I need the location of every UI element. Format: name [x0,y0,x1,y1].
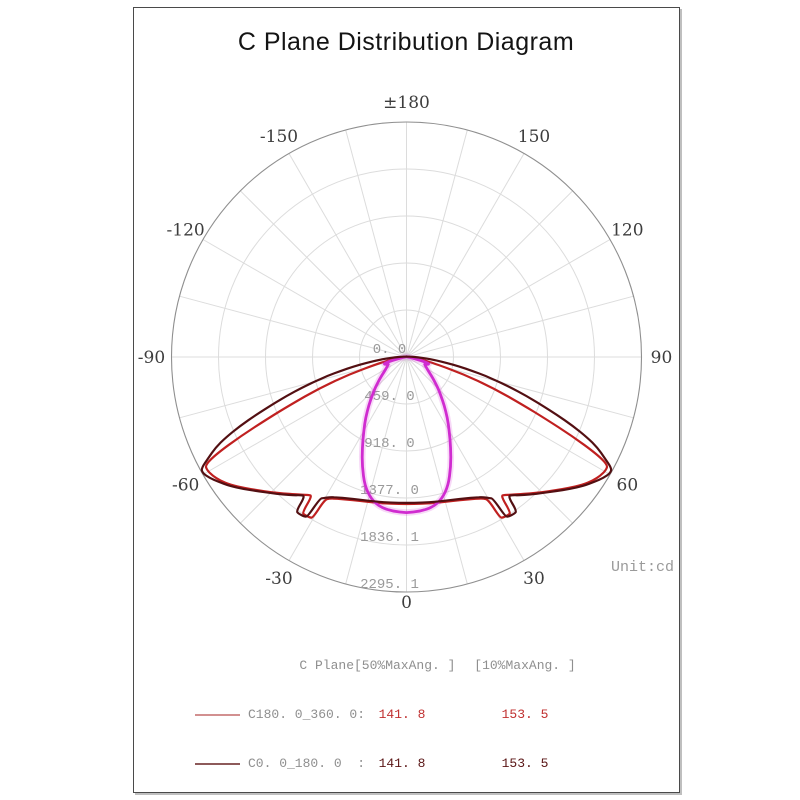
legend-10max-c0-180: 153. 5 [501,756,549,771]
grid-ring [265,215,548,499]
angle-tick-label: 0 [401,593,412,613]
grid-ring [359,309,454,405]
angle-tick-label: -150 [260,127,298,147]
curve-C90.0_270.0 [360,355,453,514]
radial-tick-label: 1377. 0 [360,483,419,499]
radial-tick-label: 1836. 1 [360,530,419,546]
outer-circle [170,121,643,593]
angle-tick-label: 150 [518,127,550,147]
angle-tick-label: -30 [265,569,292,589]
legend-header-row: C Plane [50%MaxAng. ] [10%MaxAng. ] [182,656,600,675]
legend-header-50max: [50%MaxAng. ] [354,658,456,673]
curve-C0.0_180.0 [200,355,613,518]
polar-axis-labels: 0. 0 459. 0 918. 0 1377. 0 1836. 1 2295. 1 ±18… [138,93,673,613]
legend-label-c0-180: C0. 0_180. 0 : [248,756,366,771]
unit-label: Unit:cd [611,559,675,576]
angle-tick-label: 60 [617,476,639,496]
legend-header-10max: [10%MaxAng. ] [474,658,576,673]
angle-tick-label: -60 [172,476,199,496]
angle-tick-label: -120 [167,221,205,241]
legend-row-c180-360: C180. 0_360. 0: 141. 8 153. 5 [182,705,600,724]
radial-tick-label: 0. 0 [373,342,407,358]
legend-swatch-c0-180 [195,762,240,765]
page-title: C Plane Distribution Diagram [237,28,575,56]
radial-tick-label: 459. 0 [364,389,414,405]
legend-50max-c180-360: 141. 8 [378,707,426,722]
angle-tick-label: 90 [651,348,673,368]
radial-tick-label: 918. 0 [364,436,414,452]
legend-row-c0-180: C0. 0_180. 0 : 141. 8 153. 5 [182,754,600,773]
grid-ring [312,262,501,452]
angle-tick-label: 30 [523,569,545,589]
legend-50max-c0-180: 141. 8 [378,756,426,771]
angle-tick-label: 120 [611,221,643,241]
legend-table: C Plane [50%MaxAng. ] [10%MaxAng. ] C180… [182,626,600,800]
legend-header-plane: C Plane [299,658,354,673]
legend-10max-c180-360: 153. 5 [501,707,549,722]
grid-ring [217,168,596,546]
legend-swatch-c180-360 [195,713,240,716]
legend-swatch-spacer [195,665,240,667]
distribution-curves [200,353,613,519]
radial-tick-label: 2295. 1 [360,577,419,593]
angle-tick-label: ±180 [383,93,430,113]
angle-tick-label: -90 [138,348,165,368]
legend-label-c180-360: C180. 0_360. 0: [248,707,366,722]
